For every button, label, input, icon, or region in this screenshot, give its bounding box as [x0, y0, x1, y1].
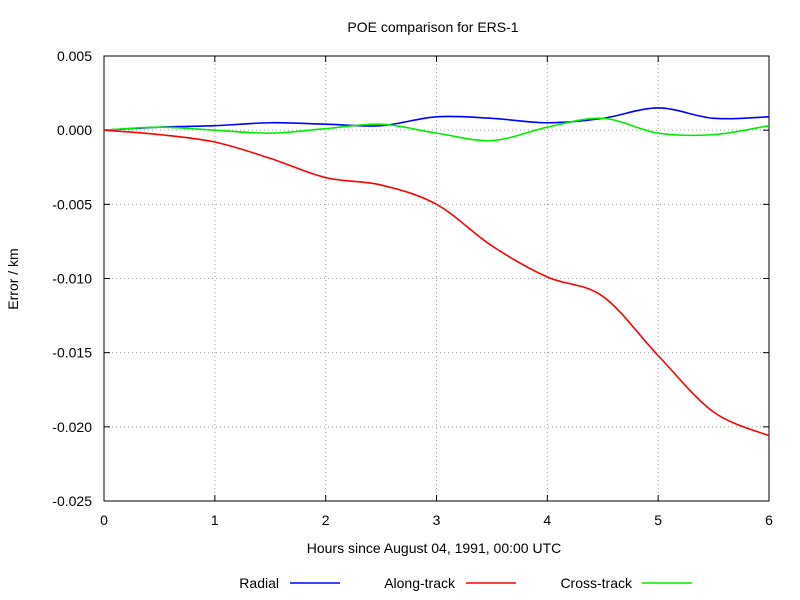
- x-tick-label: 5: [654, 512, 662, 528]
- y-tick-label: -0.025: [52, 493, 92, 509]
- axis-ticks: 0 1 2 3 4 5 6 0.005 0.000 -0.005 -0.010 -0.015 -0.02…: [52, 48, 773, 528]
- series-lines: [103, 107, 770, 437]
- chart-title: POE comparison for ERS-1: [347, 19, 518, 35]
- series-line-along-track: [103, 129, 770, 437]
- legend: Radial Along-track Cross-track: [239, 575, 692, 591]
- legend-label-along-track: Along-track: [384, 575, 456, 591]
- y-tick-label: -0.020: [52, 419, 92, 435]
- x-axis-label: Hours since August 04, 1991, 00:00 UTC: [307, 540, 561, 556]
- y-tick-label: -0.010: [52, 271, 92, 287]
- y-tick-label: 0.000: [57, 122, 92, 138]
- grid-lines: [104, 56, 769, 501]
- x-tick-label: 4: [543, 512, 551, 528]
- y-tick-label: -0.015: [52, 345, 92, 361]
- series-line-cross-track: [103, 117, 770, 142]
- y-tick-label: 0.005: [57, 48, 92, 64]
- x-tick-label: 1: [211, 512, 219, 528]
- legend-label-radial: Radial: [239, 575, 279, 591]
- y-axis-label: Error / km: [5, 248, 21, 309]
- x-tick-label: 6: [765, 512, 773, 528]
- x-tick-label: 3: [433, 512, 441, 528]
- series-line-radial: [103, 107, 770, 131]
- x-tick-label: 0: [100, 512, 108, 528]
- y-tick-label: -0.005: [52, 196, 92, 212]
- x-tick-label: 2: [322, 512, 330, 528]
- legend-label-cross-track: Cross-track: [560, 575, 633, 591]
